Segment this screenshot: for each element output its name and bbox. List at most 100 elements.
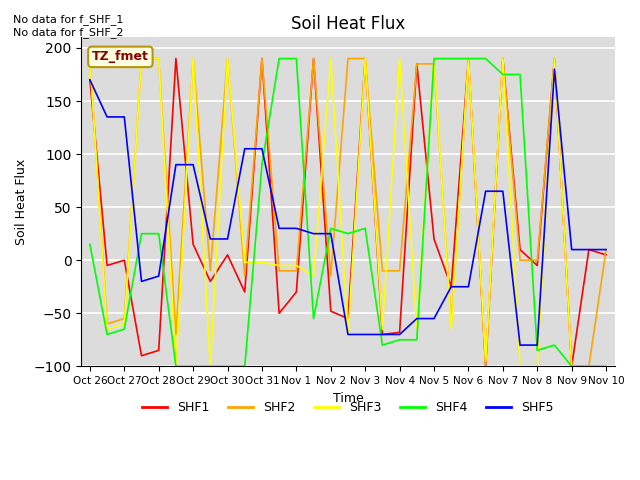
SHF4 — [447, 56, 455, 61]
SHF4 — [292, 56, 300, 61]
SHF2 — [550, 56, 558, 61]
Y-axis label: Soil Heat Flux: Soil Heat Flux — [15, 159, 28, 245]
SHF4 — [120, 326, 128, 332]
SHF1 — [344, 316, 352, 322]
SHF4 — [258, 162, 266, 168]
SHF3 — [120, 321, 128, 327]
SHF1 — [258, 56, 266, 61]
SHF5 — [275, 226, 283, 231]
SHF3 — [602, 363, 610, 369]
SHF1 — [172, 56, 180, 61]
SHF2 — [533, 257, 541, 263]
SHF2 — [465, 61, 472, 67]
SHF5 — [155, 273, 163, 279]
SHF2 — [568, 363, 575, 369]
SHF1 — [362, 56, 369, 61]
SHF2 — [413, 61, 420, 67]
SHF5 — [224, 236, 232, 242]
SHF3 — [344, 332, 352, 337]
SHF3 — [516, 363, 524, 369]
SHF5 — [327, 231, 335, 237]
SHF5 — [465, 284, 472, 289]
SHF3 — [585, 363, 593, 369]
SHF2 — [362, 56, 369, 61]
SHF3 — [396, 56, 403, 61]
SHF2 — [585, 363, 593, 369]
SHF4 — [533, 348, 541, 353]
SHF5 — [258, 146, 266, 152]
SHF1 — [155, 348, 163, 353]
SHF1 — [207, 278, 214, 284]
SHF3 — [103, 326, 111, 332]
SHF5 — [602, 247, 610, 252]
SHF5 — [138, 278, 145, 284]
SHF4 — [413, 337, 420, 343]
SHF4 — [465, 56, 472, 61]
SHF1 — [447, 284, 455, 289]
SHF1 — [292, 289, 300, 295]
SHF3 — [275, 263, 283, 268]
SHF3 — [292, 263, 300, 268]
SHF2 — [447, 321, 455, 327]
SHF3 — [362, 56, 369, 61]
SHF5 — [413, 316, 420, 322]
SHF4 — [207, 363, 214, 369]
SHF1 — [224, 252, 232, 258]
Legend: SHF1, SHF2, SHF3, SHF4, SHF5: SHF1, SHF2, SHF3, SHF4, SHF5 — [137, 396, 559, 420]
Title: Soil Heat Flux: Soil Heat Flux — [291, 15, 405, 33]
SHF2 — [344, 56, 352, 61]
SHF2 — [120, 316, 128, 322]
SHF3 — [550, 56, 558, 61]
SHF3 — [430, 56, 438, 61]
SHF5 — [499, 188, 507, 194]
SHF4 — [241, 363, 248, 369]
SHF2 — [430, 61, 438, 67]
SHF2 — [138, 56, 145, 61]
SHF1 — [413, 61, 420, 67]
SHF1 — [602, 252, 610, 258]
SHF2 — [482, 363, 490, 369]
SHF1 — [533, 263, 541, 268]
SHF2 — [189, 56, 197, 61]
SHF3 — [189, 56, 197, 61]
SHF1 — [86, 77, 93, 83]
SHF4 — [155, 231, 163, 237]
SHF5 — [568, 247, 575, 252]
SHF5 — [189, 162, 197, 168]
SHF4 — [396, 337, 403, 343]
SHF2 — [292, 268, 300, 274]
SHF2 — [103, 321, 111, 327]
SHF1 — [396, 329, 403, 335]
SHF5 — [430, 316, 438, 322]
Line: SHF2: SHF2 — [90, 59, 606, 366]
SHF4 — [482, 56, 490, 61]
SHF2 — [378, 268, 386, 274]
SHF1 — [516, 247, 524, 252]
SHF2 — [602, 247, 610, 252]
SHF3 — [207, 363, 214, 369]
SHF3 — [465, 56, 472, 61]
SHF3 — [327, 56, 335, 61]
SHF5 — [533, 342, 541, 348]
SHF2 — [155, 56, 163, 61]
Line: SHF4: SHF4 — [90, 59, 606, 366]
SHF1 — [430, 236, 438, 242]
SHF2 — [241, 273, 248, 279]
SHF3 — [378, 326, 386, 332]
SHF4 — [602, 363, 610, 369]
SHF1 — [585, 247, 593, 252]
SHF3 — [499, 56, 507, 61]
SHF1 — [241, 289, 248, 295]
Line: SHF5: SHF5 — [90, 69, 606, 345]
SHF2 — [86, 56, 93, 61]
SHF4 — [138, 231, 145, 237]
SHF3 — [568, 363, 575, 369]
SHF2 — [516, 257, 524, 263]
SHF2 — [258, 56, 266, 61]
SHF1 — [568, 363, 575, 369]
SHF4 — [585, 363, 593, 369]
Text: TZ_fmet: TZ_fmet — [92, 50, 149, 63]
SHF3 — [138, 56, 145, 61]
X-axis label: Time: Time — [333, 392, 364, 405]
SHF5 — [447, 284, 455, 289]
